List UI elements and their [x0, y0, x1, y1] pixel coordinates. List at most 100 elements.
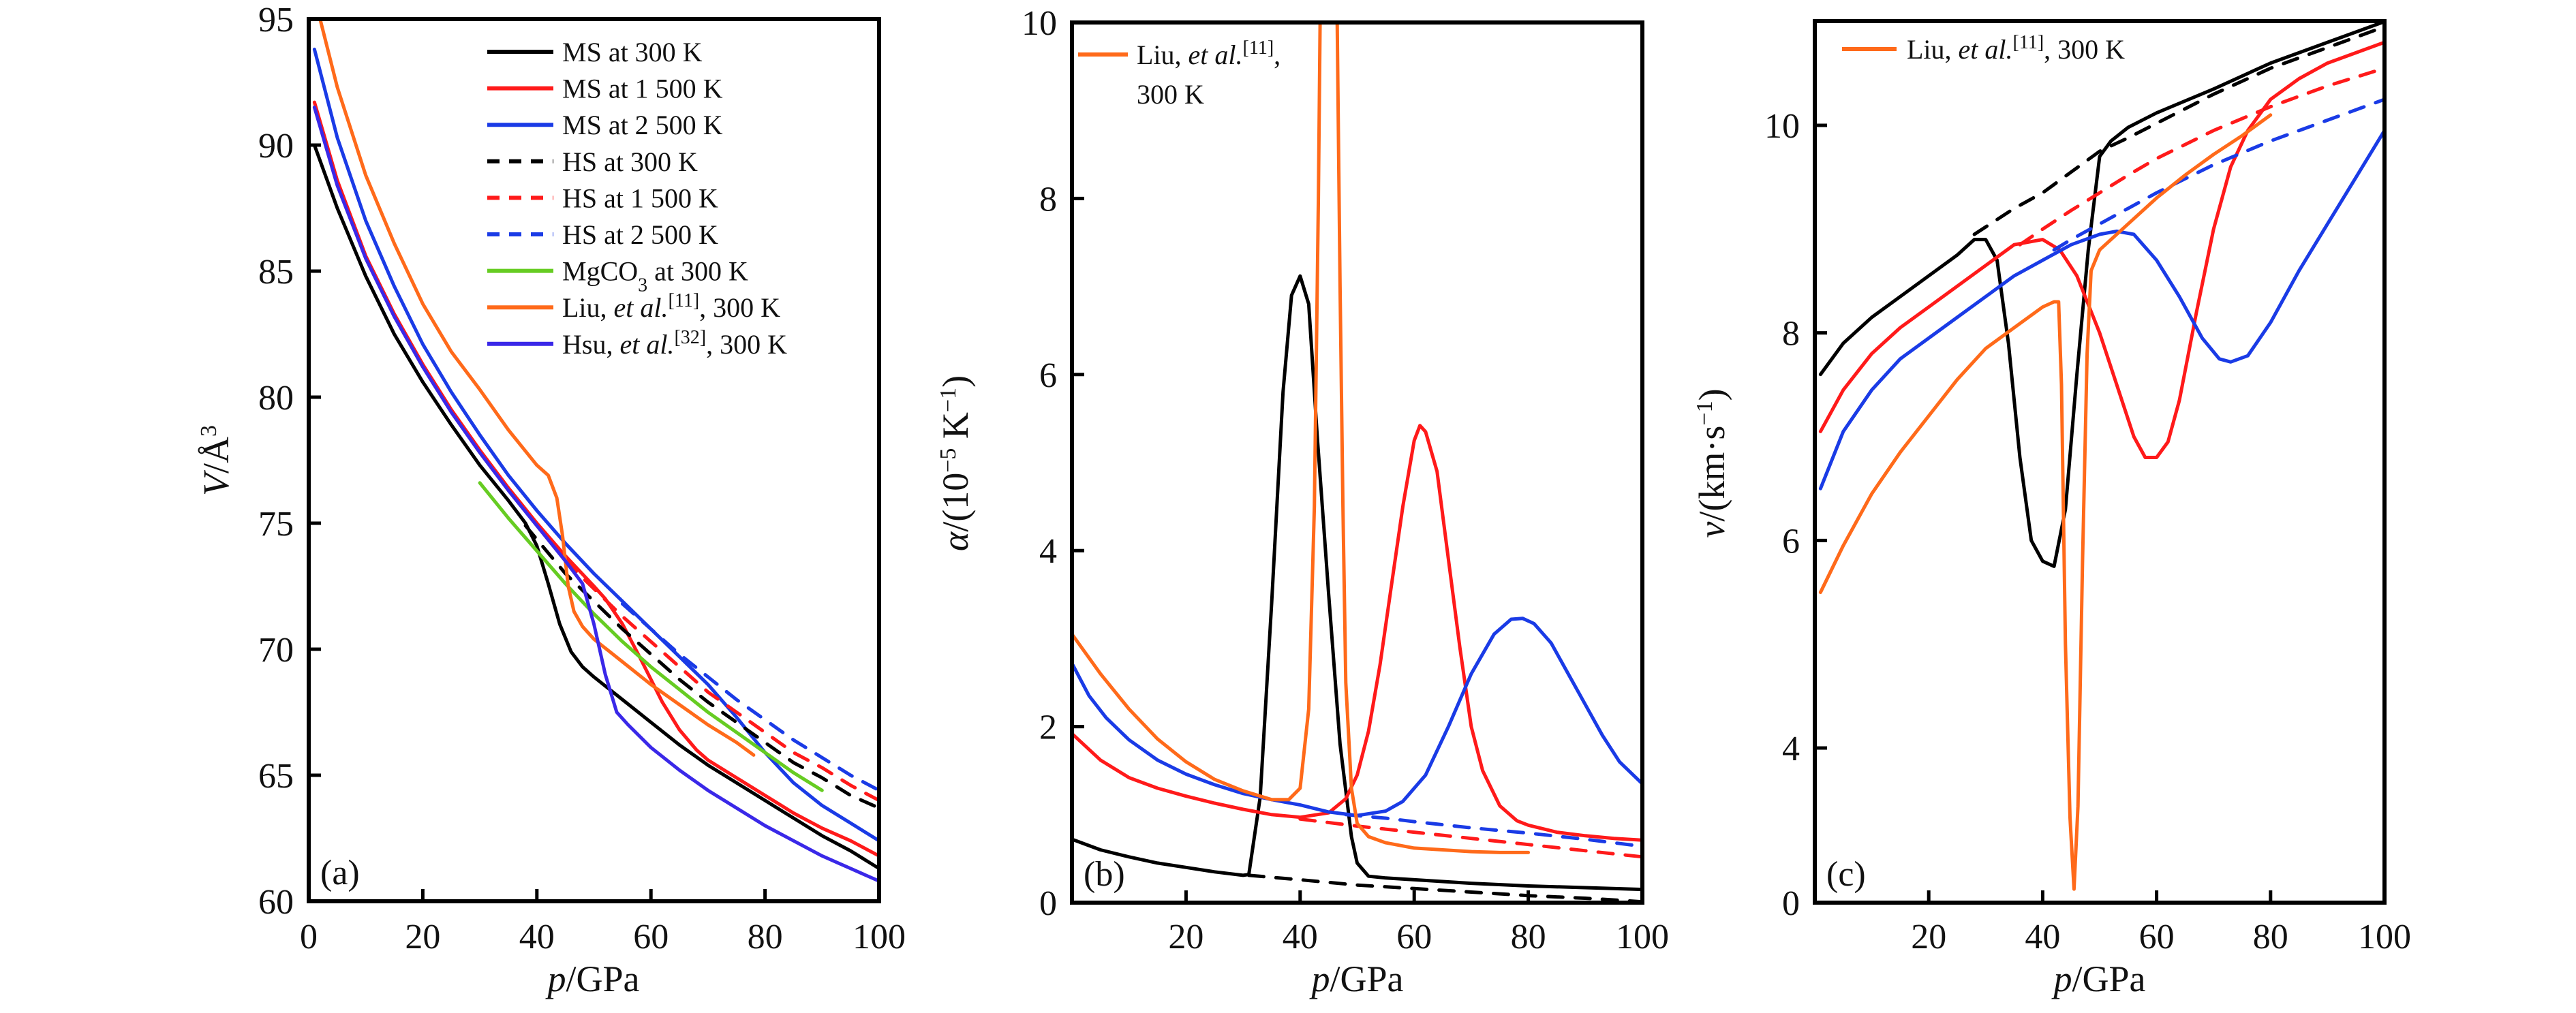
panel-c-frame [1813, 19, 2387, 905]
legend-label: MS at 300 K [562, 37, 703, 67]
y-tick-label: 4 [1782, 730, 1800, 768]
y-tick-label: 80 [258, 379, 294, 418]
legend-label: MgCO3 at 300 K [562, 256, 748, 296]
panel-b-curves [1072, 22, 1642, 903]
series-line-ms-at-300-k [312, 143, 879, 871]
x-tick-label: 60 [2139, 918, 2175, 956]
legend-item: MgCO3 at 300 K [487, 256, 748, 296]
panel-a-label: (a) [320, 854, 360, 892]
legend-label: Liu, et al.[11], 300 K [1907, 32, 2125, 65]
y-tick-label: 65 [258, 757, 294, 796]
x-tick-label: 20 [1911, 918, 1946, 956]
series-line-ms-at-1-500-k [1072, 424, 1642, 842]
x-tick-label: 0 [300, 918, 318, 956]
panel-a-frame [307, 17, 881, 903]
series-line-ms-at-2-500-k [1072, 617, 1642, 817]
legend-item: Liu, et al.[11], 300 K [487, 290, 780, 324]
x-tick-label: 80 [2253, 918, 2288, 956]
x-tick-label: 40 [1283, 918, 1318, 956]
y-tick-label: 60 [258, 883, 294, 922]
legend-label-line2: 300 K [1137, 79, 1204, 110]
series-line-hs-at-300-k [523, 524, 879, 810]
panel-b-y-axis-label: α/(10−5 K−1) [935, 375, 976, 551]
legend-item: HS at 2 500 K [487, 219, 718, 250]
x-tick-label: 60 [633, 918, 669, 956]
legend-label: Liu, et al.[11], 300 K [562, 290, 780, 324]
legend-label: HS at 1 500 K [562, 183, 718, 213]
panel-a: 0 20 40 60 80 100 60 65 70 75 80 85 90 95 MS at 300 K… [196, 1, 906, 999]
y-tick-label: 8 [1039, 180, 1057, 219]
panel-a-y-axis-label: V/Å3 [196, 425, 236, 496]
legend-label: MS at 2 500 K [562, 110, 723, 140]
series-line-mgco3-at-300-k [478, 481, 824, 792]
legend-label: MS at 1 500 K [562, 74, 723, 104]
panel-c: 20 40 60 80 100 0 4 6 8 10 Liu, et al.[11], 300 K… [1691, 19, 2411, 999]
x-tick-label: 20 [405, 918, 440, 956]
series-line-hs-at-2-500-k [2052, 97, 2385, 252]
x-tick-label: 40 [2025, 918, 2060, 956]
panel-b-ticks: 20 40 60 80 100 0 2 4 6 8 10 [1022, 4, 1669, 956]
panel-b-frame [1070, 20, 1644, 905]
series-line-hs-at-1-500-k [564, 559, 879, 802]
y-tick-label: 90 [258, 127, 294, 166]
series-line-liu-et-al-11-300-k [1818, 113, 2273, 891]
y-tick-label: 10 [1764, 107, 1800, 146]
y-tick-label: 0 [1039, 884, 1057, 923]
legend-item: Liu, et al.[11], 300 K [1078, 37, 1281, 110]
panel-b-label: (b) [1084, 855, 1125, 894]
x-tick-label: 40 [519, 918, 555, 956]
panel-c-legend: Liu, et al.[11], 300 K [1842, 32, 2125, 65]
y-tick-label: 8 [1782, 315, 1800, 354]
series-line-ms-at-1-500-k [1818, 40, 2385, 459]
x-tick-label: 60 [1396, 918, 1432, 956]
series-line-hsu-et-al-32-300-k [312, 106, 879, 883]
y-tick-label: 95 [258, 1, 294, 40]
panel-b: 20 40 60 80 100 0 2 4 6 8 10 Liu, et al.[11], 300 K… [935, 4, 1669, 999]
series-line-hs-at-2-500-k [620, 602, 879, 792]
series-line-liu-et-al-11-300-k [318, 19, 756, 757]
series-line-liu-et-al-11-300-k [1072, 22, 1531, 854]
legend-item: Liu, et al.[11], 300 K [1842, 32, 2125, 65]
legend-item: HS at 1 500 K [487, 183, 718, 213]
series-line-ms-at-2-500-k [1818, 129, 2385, 490]
x-tick-label: 20 [1168, 918, 1203, 956]
panel-a-legend: MS at 300 K MS at 1 500 K MS at 2 500 K HS … [487, 37, 787, 360]
x-tick-label: 100 [853, 918, 906, 956]
panel-c-x-axis-label: p/GPa [2051, 959, 2146, 999]
legend-item: HS at 300 K [487, 146, 698, 177]
series-line-ms-at-300-k [1072, 274, 1642, 892]
x-tick-label: 100 [2358, 918, 2411, 956]
y-tick-label: 0 [1782, 884, 1800, 923]
series-line-hs-at-1-500-k [2018, 66, 2385, 247]
y-tick-label: 6 [1782, 522, 1800, 561]
y-tick-label: 2 [1039, 708, 1057, 747]
y-tick-label: 85 [258, 253, 294, 292]
series-line-hs-at-300-k [1247, 873, 1642, 903]
legend-item: MS at 1 500 K [487, 74, 723, 104]
legend-label: Liu, et al.[11], [1137, 37, 1281, 71]
y-tick-label: 4 [1039, 532, 1057, 571]
panel-c-curves [1818, 21, 2385, 891]
panel-c-ticks: 20 40 60 80 100 0 4 6 8 10 [1764, 107, 2411, 956]
panel-b-legend: Liu, et al.[11], 300 K [1078, 37, 1281, 110]
legend-item: MS at 2 500 K [487, 110, 723, 140]
series-line-ms-at-2-500-k [312, 47, 879, 843]
panel-a-x-axis-label: p/GPa [545, 959, 640, 999]
panel-a-curves [312, 19, 879, 883]
series-line-ms-at-300-k [1818, 21, 2385, 568]
series-line-ms-at-1-500-k [312, 100, 879, 858]
legend-label: Hsu, et al.[32], 300 K [562, 326, 787, 360]
panel-c-label: (c) [1826, 855, 1866, 894]
legend-item: Hsu, et al.[32], 300 K [487, 326, 787, 360]
panel-c-y-axis-label: v/(km·s−1) [1691, 388, 1732, 537]
y-tick-label: 70 [258, 631, 294, 670]
x-tick-label: 80 [1511, 918, 1546, 956]
x-tick-label: 100 [1616, 918, 1669, 956]
panel-b-x-axis-label: p/GPa [1309, 959, 1404, 999]
legend-label: HS at 300 K [562, 146, 698, 177]
legend-label: HS at 2 500 K [562, 219, 718, 250]
series-line-hs-at-300-k [1972, 25, 2385, 236]
series-line-hs-at-2-500-k [1344, 813, 1642, 848]
y-tick-label: 75 [258, 505, 294, 544]
